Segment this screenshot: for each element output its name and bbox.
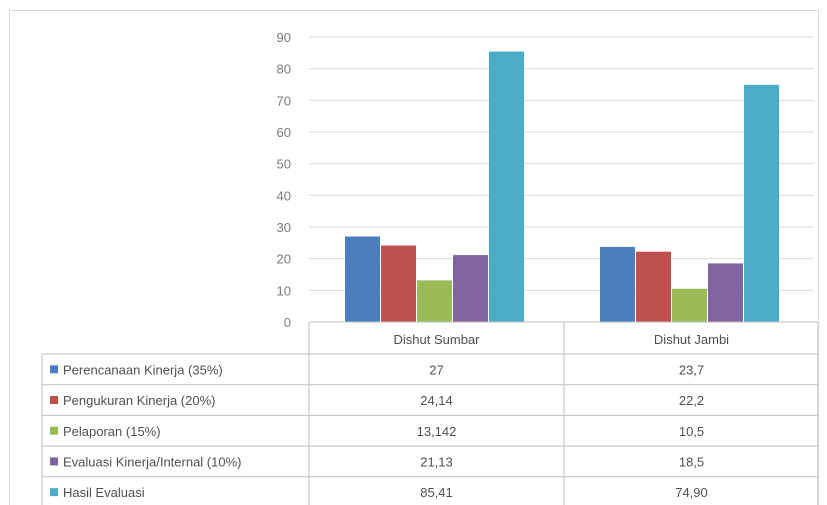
y-tick-label: 90 [277,30,291,45]
data-cell: 23,7 [679,362,704,377]
data-cell: 24,14 [420,393,453,408]
series-label: Pelaporan (15%) [63,424,161,439]
legend-swatch [50,396,58,405]
data-cell: 10,5 [679,424,704,439]
legend-swatch [50,426,58,435]
bar [636,251,671,322]
y-tick-label: 70 [277,93,291,108]
y-tick-label: 50 [277,157,291,172]
bar [453,255,488,322]
bar [417,280,452,322]
y-tick-label: 20 [277,252,291,267]
category-label: Dishut Jambi [654,332,729,347]
bar [672,288,707,322]
series-label: Evaluasi Kinerja/Internal (10%) [63,454,241,469]
legend-swatch [50,457,58,466]
legend-swatch [50,488,58,497]
series-label: Hasil Evaluasi [63,485,145,500]
bar [489,51,524,322]
y-tick-label: 60 [277,125,291,140]
data-cell: 74,90 [675,485,708,500]
data-cell: 27 [429,362,443,377]
bar [708,263,743,322]
bar [381,245,416,322]
bar [345,236,380,322]
data-cell: 85,41 [420,485,453,500]
series-label: Pengukuran Kinerja (20%) [63,393,215,408]
y-tick-label: 40 [277,188,291,203]
y-tick-label: 30 [277,220,291,235]
legend-swatch [50,365,58,374]
y-tick-label: 80 [277,62,291,77]
series-label: Perencanaan Kinerja (35%) [63,362,223,377]
data-cell: 22,2 [679,393,704,408]
y-tick-label: 0 [284,315,291,330]
data-cell: 13,142 [417,424,457,439]
bar [744,84,779,322]
data-cell: 18,5 [679,454,704,469]
category-label: Dishut Sumbar [394,332,481,347]
y-tick-label: 10 [277,283,291,298]
data-cell: 21,13 [420,454,453,469]
bar [600,246,635,322]
